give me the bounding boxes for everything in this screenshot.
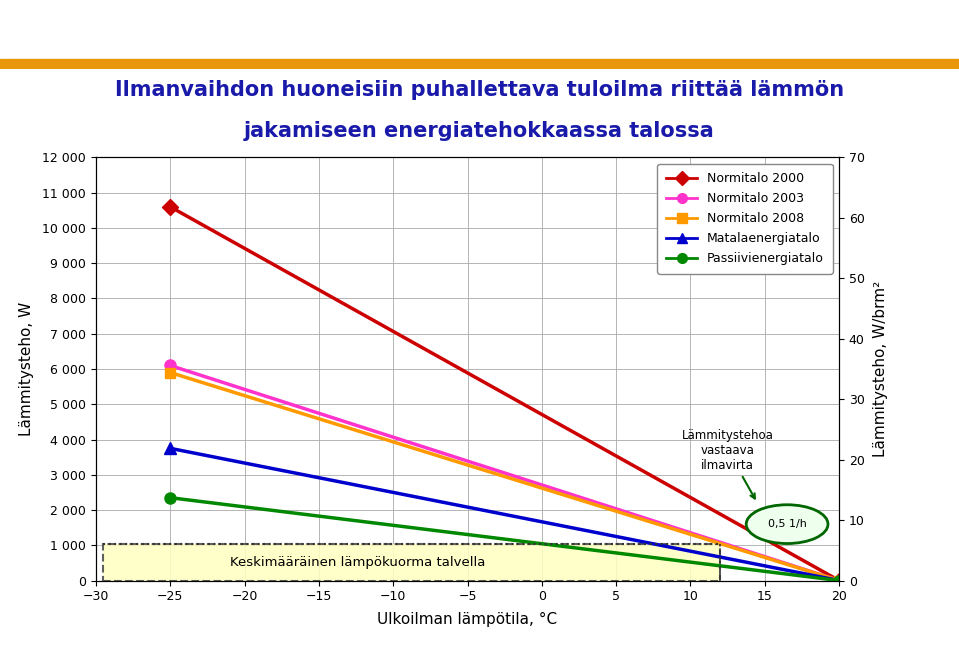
X-axis label: Ulkoilman lämpötila, °C: Ulkoilman lämpötila, °C	[378, 611, 557, 626]
Legend: Normitalo 2000, Normitalo 2003, Normitalo 2008, Matalaenergiatalo, Passiivienerg: Normitalo 2000, Normitalo 2003, Normital…	[657, 164, 832, 274]
Text: jakamiseen energiatehokkaassa talossa: jakamiseen energiatehokkaassa talossa	[245, 121, 714, 141]
Text: Ilmanvaihdon huoneisiin puhallettava tuloilma riittää lämmön: Ilmanvaihdon huoneisiin puhallettava tul…	[115, 80, 844, 100]
Text: Keskimääräinen lämpökuorma talvella: Keskimääräinen lämpökuorma talvella	[230, 556, 485, 569]
FancyBboxPatch shape	[104, 544, 720, 581]
Y-axis label: Lämmitysteho, W/brm²: Lämmitysteho, W/brm²	[874, 281, 888, 457]
Y-axis label: Lämmitysteho, W: Lämmitysteho, W	[19, 302, 34, 436]
Ellipse shape	[746, 504, 828, 544]
Text: 0,5 1/h: 0,5 1/h	[767, 519, 807, 529]
Text: 6.6.2011    12: 6.6.2011 12	[671, 20, 764, 33]
Text: VTT EXPERT SERVICES OY: VTT EXPERT SERVICES OY	[14, 20, 207, 33]
Text: Lämmitystehoa
vastaava
ilmavirta: Lämmitystehoa vastaava ilmavirta	[682, 428, 774, 499]
Bar	[0, 58, 959, 69]
